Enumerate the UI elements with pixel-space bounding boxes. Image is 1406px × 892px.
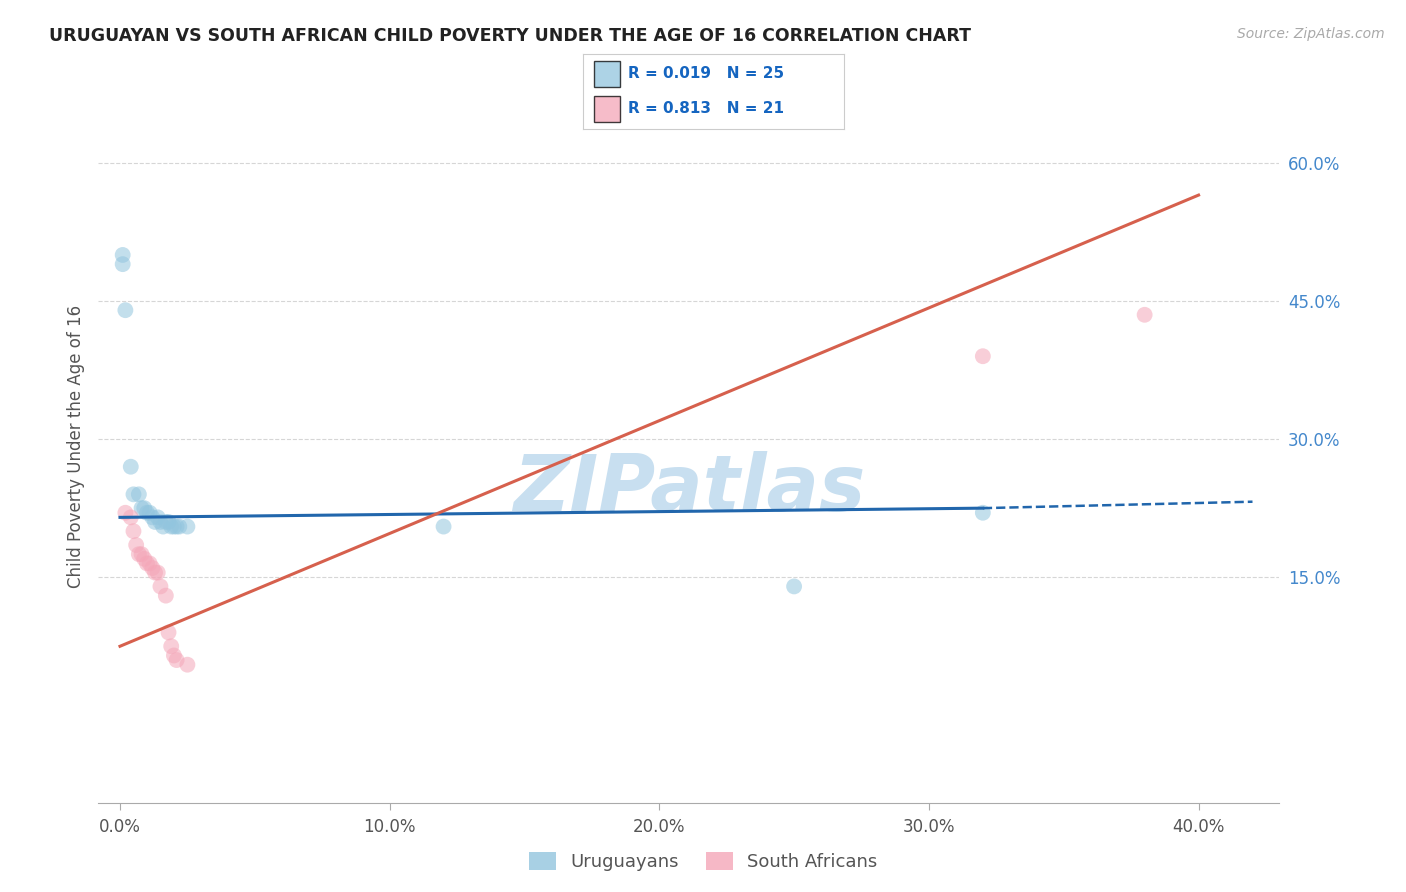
Point	[176, 657, 198, 672]
Point	[143, 515, 166, 529]
Point	[149, 515, 172, 529]
Point	[136, 557, 159, 571]
Point	[146, 566, 169, 580]
Point	[141, 510, 163, 524]
Point	[138, 557, 160, 571]
Point	[169, 519, 191, 533]
Point	[128, 487, 150, 501]
Point	[120, 510, 142, 524]
Point	[111, 257, 134, 271]
Point	[111, 248, 134, 262]
Point	[143, 566, 166, 580]
Point	[157, 625, 180, 640]
Point	[166, 653, 188, 667]
Point	[120, 459, 142, 474]
Point	[122, 487, 145, 501]
Point	[432, 519, 454, 533]
Point	[160, 640, 183, 654]
Point	[1133, 308, 1156, 322]
Text: URUGUAYAN VS SOUTH AFRICAN CHILD POVERTY UNDER THE AGE OF 16 CORRELATION CHART: URUGUAYAN VS SOUTH AFRICAN CHILD POVERTY…	[49, 27, 972, 45]
Point	[160, 519, 183, 533]
Point	[134, 501, 156, 516]
Point	[141, 561, 163, 575]
Text: Source: ZipAtlas.com: Source: ZipAtlas.com	[1237, 27, 1385, 41]
Point	[155, 589, 177, 603]
Point	[157, 515, 180, 529]
Point	[972, 349, 994, 363]
Point	[114, 303, 136, 318]
FancyBboxPatch shape	[593, 62, 620, 87]
Point	[146, 510, 169, 524]
Point	[149, 579, 172, 593]
Point	[114, 506, 136, 520]
Point	[163, 519, 186, 533]
Point	[152, 519, 174, 533]
Point	[122, 524, 145, 538]
Point	[131, 501, 153, 516]
Point	[125, 538, 148, 552]
Legend: Uruguayans, South Africans: Uruguayans, South Africans	[522, 845, 884, 879]
Point	[972, 506, 994, 520]
Point	[138, 506, 160, 520]
Point	[128, 547, 150, 561]
Point	[155, 515, 177, 529]
Point	[163, 648, 186, 663]
Point	[176, 519, 198, 533]
Point	[783, 579, 806, 593]
Y-axis label: Child Poverty Under the Age of 16: Child Poverty Under the Age of 16	[66, 304, 84, 588]
Point	[131, 547, 153, 561]
Text: R = 0.813   N = 21: R = 0.813 N = 21	[627, 102, 783, 116]
Text: ZIPatlas: ZIPatlas	[513, 450, 865, 527]
Point	[134, 551, 156, 566]
FancyBboxPatch shape	[593, 96, 620, 122]
Text: R = 0.019   N = 25: R = 0.019 N = 25	[627, 67, 783, 81]
Point	[136, 506, 159, 520]
Point	[166, 519, 188, 533]
